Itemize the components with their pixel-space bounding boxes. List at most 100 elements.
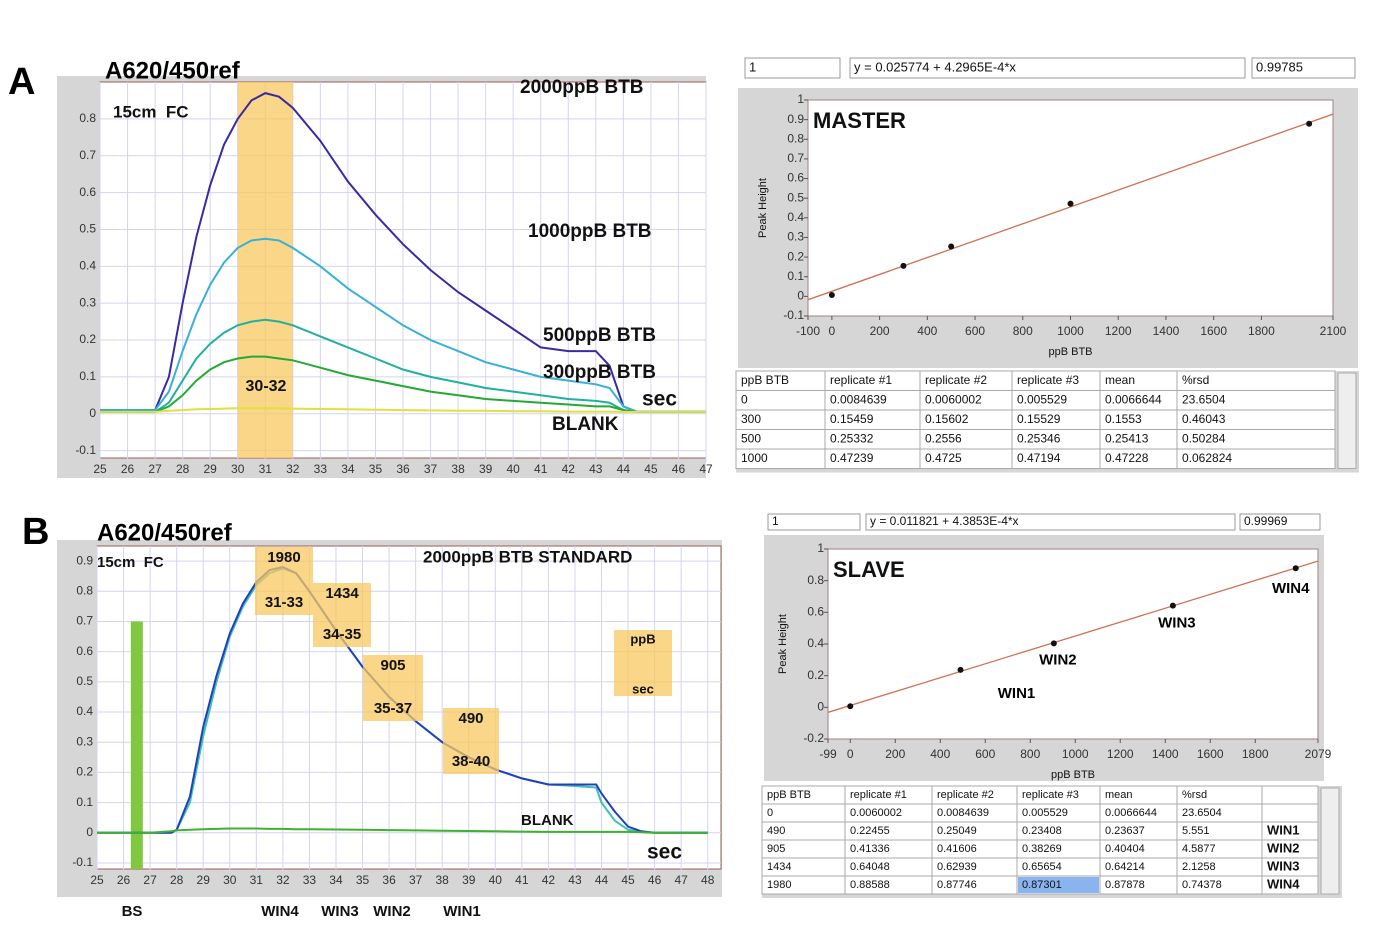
- y-tick-label: 0.9: [76, 553, 93, 567]
- data-point: [948, 243, 955, 250]
- y-tick-label: 0.3: [76, 734, 93, 748]
- x-tick-label: 26: [121, 462, 135, 476]
- data-point: [957, 666, 964, 673]
- point-label: WIN2: [1039, 651, 1077, 668]
- annotation: 15cm FC: [97, 554, 164, 571]
- y-tick-label: 0.5: [787, 190, 804, 204]
- chart-title: MASTER: [813, 108, 906, 133]
- table-body: [735, 370, 1336, 469]
- x-tick-label: -99: [819, 747, 837, 761]
- window-value: 1434: [325, 585, 359, 602]
- table-cell: 0.41336: [850, 843, 890, 855]
- x-tick-label: 200: [885, 747, 905, 761]
- header-field: [767, 513, 861, 531]
- y-tick-label: -0.2: [803, 731, 824, 745]
- header-text: y = 0.025774 + 4.2965E-4*x: [854, 59, 1016, 74]
- table-cell: 0.15459: [830, 412, 874, 426]
- table-cell: 0.87746: [937, 879, 977, 891]
- x-tick-label: 38: [436, 873, 450, 887]
- scrollbar: [1320, 787, 1340, 895]
- table-cell: 0.2556: [925, 431, 962, 445]
- window-value: 490: [458, 710, 483, 727]
- y-axis-label: Peak Height: [757, 178, 769, 238]
- chart-title: A620/450ref: [97, 519, 233, 546]
- y-tick-label: 0.7: [76, 614, 93, 628]
- y-tick-label: 1: [817, 541, 824, 555]
- window-value: 1980: [267, 549, 300, 566]
- table-cell: 0.0084639: [830, 392, 887, 406]
- window-range: 38-40: [452, 753, 490, 770]
- y-tick-label: 0.2: [807, 668, 824, 682]
- table-cell: 0.87301: [1022, 879, 1062, 891]
- x-tick-label: 400: [917, 324, 937, 338]
- table-cell: 490: [767, 825, 785, 837]
- x-tick-label: 40: [489, 873, 503, 887]
- x-tick-label: 46: [648, 873, 662, 887]
- x-tick-label: 45: [621, 873, 635, 887]
- legend-text: sec: [632, 681, 654, 696]
- table-cell: 0.25413: [1105, 431, 1149, 445]
- y-tick-label: 0.8: [787, 131, 804, 145]
- x-tick-label: 800: [1013, 324, 1033, 338]
- window-range: 34-35: [323, 626, 361, 643]
- x-tick-label: 35: [369, 462, 383, 476]
- annotation: sec: [647, 841, 682, 864]
- data-point: [1292, 565, 1299, 572]
- table-header: replicate #1: [850, 789, 907, 801]
- x-tick-label: 2100: [1320, 324, 1347, 338]
- y-tick-label: 0.4: [76, 704, 93, 718]
- table-cell: WIN4: [1267, 876, 1300, 891]
- y-tick-label: 0.6: [807, 605, 824, 619]
- x-tick-label: 34: [341, 462, 355, 476]
- y-tick-label: 0.8: [76, 583, 93, 597]
- marker-label: BS: [122, 903, 143, 920]
- table-cell: 0.87878: [1105, 879, 1145, 891]
- table-cell: 0.0084639: [937, 807, 989, 819]
- x-tick-label: 200: [870, 324, 890, 338]
- point-label: WIN1: [998, 685, 1036, 702]
- x-tick-label: 28: [176, 462, 190, 476]
- table-header: ppB BTB: [741, 373, 789, 387]
- fit-line: [828, 560, 1318, 713]
- x-tick-label: 38: [451, 462, 465, 476]
- table-cell: 0.64214: [1105, 861, 1145, 873]
- x-tick-label: 31: [250, 873, 264, 887]
- x-tick-label: 31: [259, 462, 273, 476]
- table-cell: 0: [767, 807, 773, 819]
- table-cell: 23.6504: [1182, 807, 1222, 819]
- table-header: ppB BTB: [767, 789, 811, 801]
- window-label: WIN1: [443, 903, 481, 920]
- legend-text: ppB: [630, 631, 655, 646]
- x-tick-label: 600: [975, 747, 995, 761]
- table-header: mean: [1105, 789, 1133, 801]
- table-cell: 1980: [767, 879, 791, 891]
- series-line: [100, 407, 706, 413]
- data-point: [1306, 120, 1313, 127]
- x-tick-label: 37: [424, 462, 438, 476]
- x-tick-label: 40: [507, 462, 521, 476]
- x-tick-label: 0: [847, 747, 854, 761]
- y-tick-label: 1: [797, 92, 804, 106]
- x-tick-label: 41: [534, 462, 548, 476]
- window-value: 905: [380, 657, 405, 674]
- x-axis-label: ppB BTB: [1051, 769, 1095, 781]
- x-tick-label: 33: [314, 462, 328, 476]
- table-cell: 0.40404: [1105, 843, 1145, 855]
- fit-line: [808, 113, 1333, 301]
- header-field: [1251, 57, 1356, 79]
- table-cell: 0.005529: [1022, 807, 1068, 819]
- x-tick-label: -100: [796, 324, 820, 338]
- x-tick-label: 36: [396, 462, 410, 476]
- series-label: 500ppB BTB: [543, 325, 656, 346]
- table-cell: 905: [767, 843, 785, 855]
- table-cell: 0.062824: [1182, 451, 1232, 465]
- table-cell: 0.1553: [1105, 412, 1142, 426]
- x-axis-label: ppB BTB: [1048, 346, 1092, 358]
- table-cell: 0.22455: [850, 825, 890, 837]
- table-cell: WIN1: [1267, 822, 1300, 837]
- table-cell: 4.5877: [1182, 843, 1216, 855]
- x-tick-label: 41: [515, 873, 529, 887]
- x-tick-label: 2079: [1305, 747, 1332, 761]
- series-line: [100, 92, 706, 413]
